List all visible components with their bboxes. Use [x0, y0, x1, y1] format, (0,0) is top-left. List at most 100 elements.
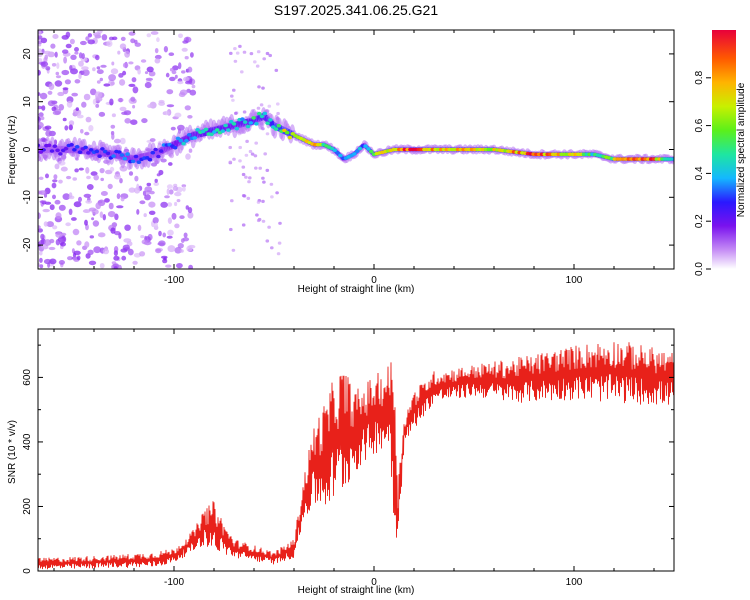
noise-blob [78, 167, 84, 171]
noise-blob [64, 125, 69, 131]
noise-blob [241, 223, 246, 227]
x-tick-label: -100 [164, 577, 184, 588]
noise-blob [249, 52, 254, 56]
noise-blob [168, 189, 174, 195]
noise-blob [76, 114, 84, 119]
noise-blob [62, 193, 71, 201]
noise-blob [146, 33, 152, 38]
noise-blob [100, 64, 107, 68]
ridge-core [284, 130, 290, 135]
noise-blob [102, 214, 107, 221]
noise-blob [269, 182, 274, 186]
ridge-core [268, 118, 273, 122]
ridge-core [186, 133, 192, 137]
noise-blob [230, 94, 234, 98]
noise-blob [140, 59, 147, 63]
noise-blob [144, 194, 151, 201]
noise-blob [97, 200, 103, 204]
noise-blob [267, 225, 271, 229]
noise-blob [91, 217, 95, 221]
ridge-core [58, 152, 63, 156]
noise-blob [265, 132, 270, 136]
ridge-core [94, 149, 100, 154]
ridge-core [178, 138, 184, 143]
y-tick-label: -20 [22, 237, 33, 252]
noise-blob [179, 89, 188, 96]
noise-blob [167, 202, 173, 207]
noise-blob [180, 249, 184, 253]
x-tick-label: 0 [371, 577, 377, 588]
noise-blob [52, 194, 56, 200]
noise-blob [158, 230, 162, 237]
colorbar: 0.0 0.2 0.4 0.6 0.8 Normalized spectral ampl… [694, 30, 747, 276]
colorbar-ticks: 0.0 0.2 0.4 0.6 0.8 [694, 70, 711, 276]
noise-blob [38, 176, 44, 180]
ridge-core [86, 151, 91, 155]
ridge-core [150, 150, 156, 155]
noise-blob [119, 106, 127, 112]
noise-blob [39, 200, 47, 204]
noise-blob [160, 201, 168, 208]
noise-blob [136, 209, 140, 215]
noise-blob [116, 205, 124, 209]
noise-blob [265, 51, 270, 56]
noise-blob [70, 54, 77, 60]
noise-blob [182, 186, 186, 192]
ridge-core [52, 144, 58, 148]
noise-blob [255, 64, 260, 68]
noise-blob [233, 59, 238, 63]
noise-blob [49, 258, 57, 265]
noise-blob [97, 232, 106, 238]
snr-ticks: -100 0 100 0 200 400 600 [22, 329, 674, 588]
noise-blob [166, 89, 174, 95]
ridge-core [77, 150, 83, 154]
ridge-core [147, 157, 153, 162]
ridge-core [63, 146, 69, 151]
noise-blob [179, 215, 185, 220]
ridge-core [172, 145, 178, 150]
ridge-core [72, 148, 77, 152]
noise-blob [128, 61, 134, 65]
noise-blob [95, 103, 100, 108]
ridge-core [83, 145, 88, 150]
noise-blob [108, 74, 116, 82]
noise-blob [163, 110, 170, 116]
noise-blob [154, 222, 158, 229]
noise-blob [50, 43, 56, 49]
noise-blob [62, 117, 67, 122]
noise-blob [254, 166, 258, 170]
noise-blob [276, 111, 280, 116]
noise-blob [38, 112, 44, 117]
noise-blob [185, 153, 191, 160]
y-tick-label: 600 [22, 369, 33, 386]
noise-blob [109, 98, 114, 106]
noise-blob [38, 121, 44, 129]
ridge-core [335, 151, 340, 155]
y-tick-label: 0 [22, 568, 33, 574]
noise-blob [40, 233, 45, 240]
noise-blob [256, 50, 261, 54]
noise-blob [120, 36, 126, 42]
y-tick-label: 400 [22, 433, 33, 450]
noise-blob [172, 186, 179, 191]
ridge-core [38, 150, 44, 154]
noise-blob [86, 184, 94, 190]
noise-blob [85, 167, 90, 174]
ridge-core [156, 154, 161, 159]
noise-blob [185, 80, 193, 85]
noise-blob [165, 264, 172, 268]
noise-blob [114, 231, 121, 236]
noise-blob [117, 98, 124, 103]
ridge-core [332, 148, 338, 153]
noise-blob [109, 166, 115, 172]
noise-blob [228, 160, 233, 164]
noise-blob [171, 70, 177, 75]
noise-blob [40, 61, 49, 67]
noise-blob [76, 240, 82, 246]
noise-blob [154, 54, 162, 60]
snr-marks [38, 342, 674, 570]
noise-blob [40, 116, 45, 121]
ridge-core [354, 149, 360, 153]
noise-blob [234, 111, 238, 115]
